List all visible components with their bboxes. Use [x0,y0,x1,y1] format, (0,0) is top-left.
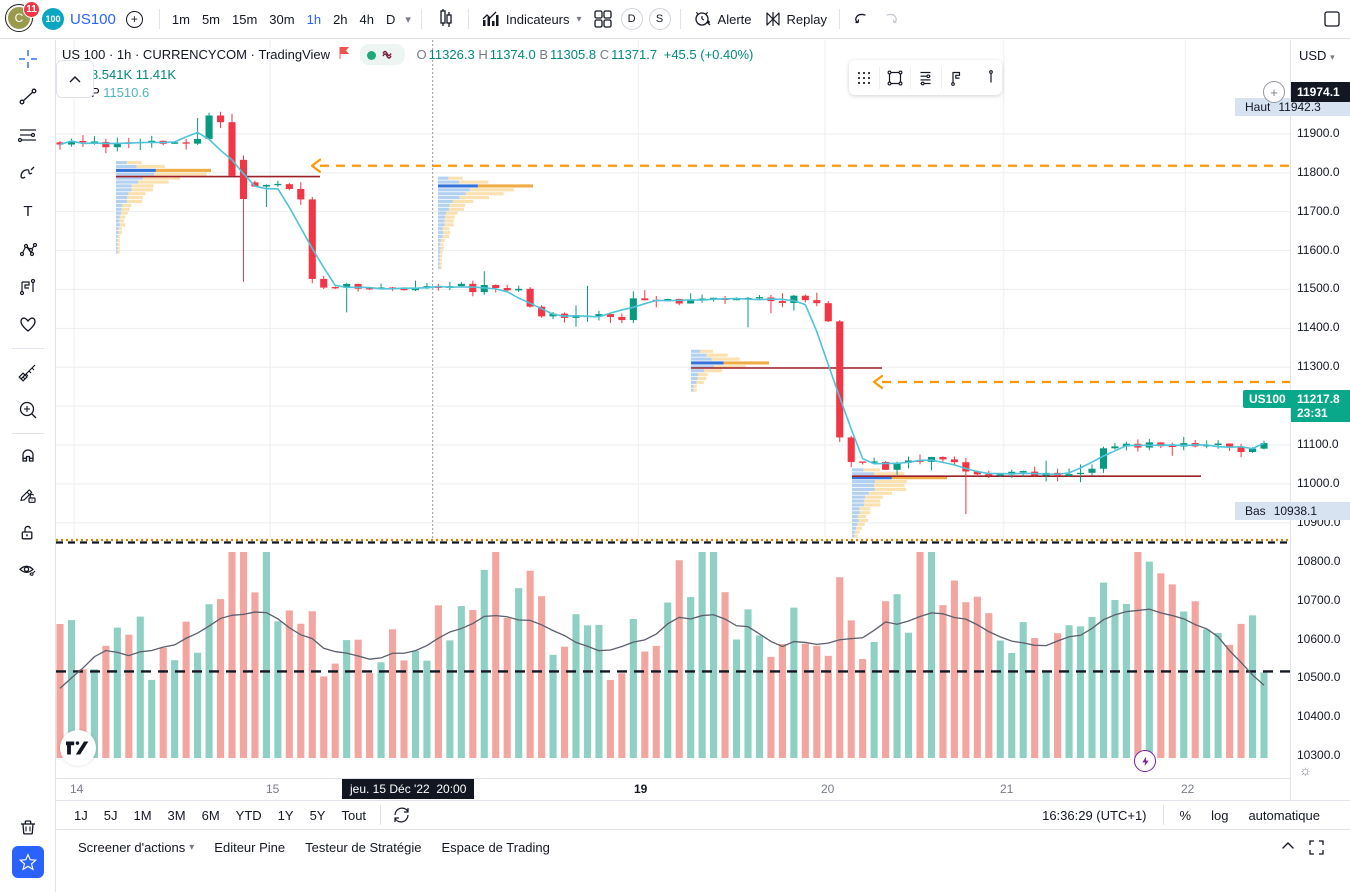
svg-text:T: T [23,203,32,220]
